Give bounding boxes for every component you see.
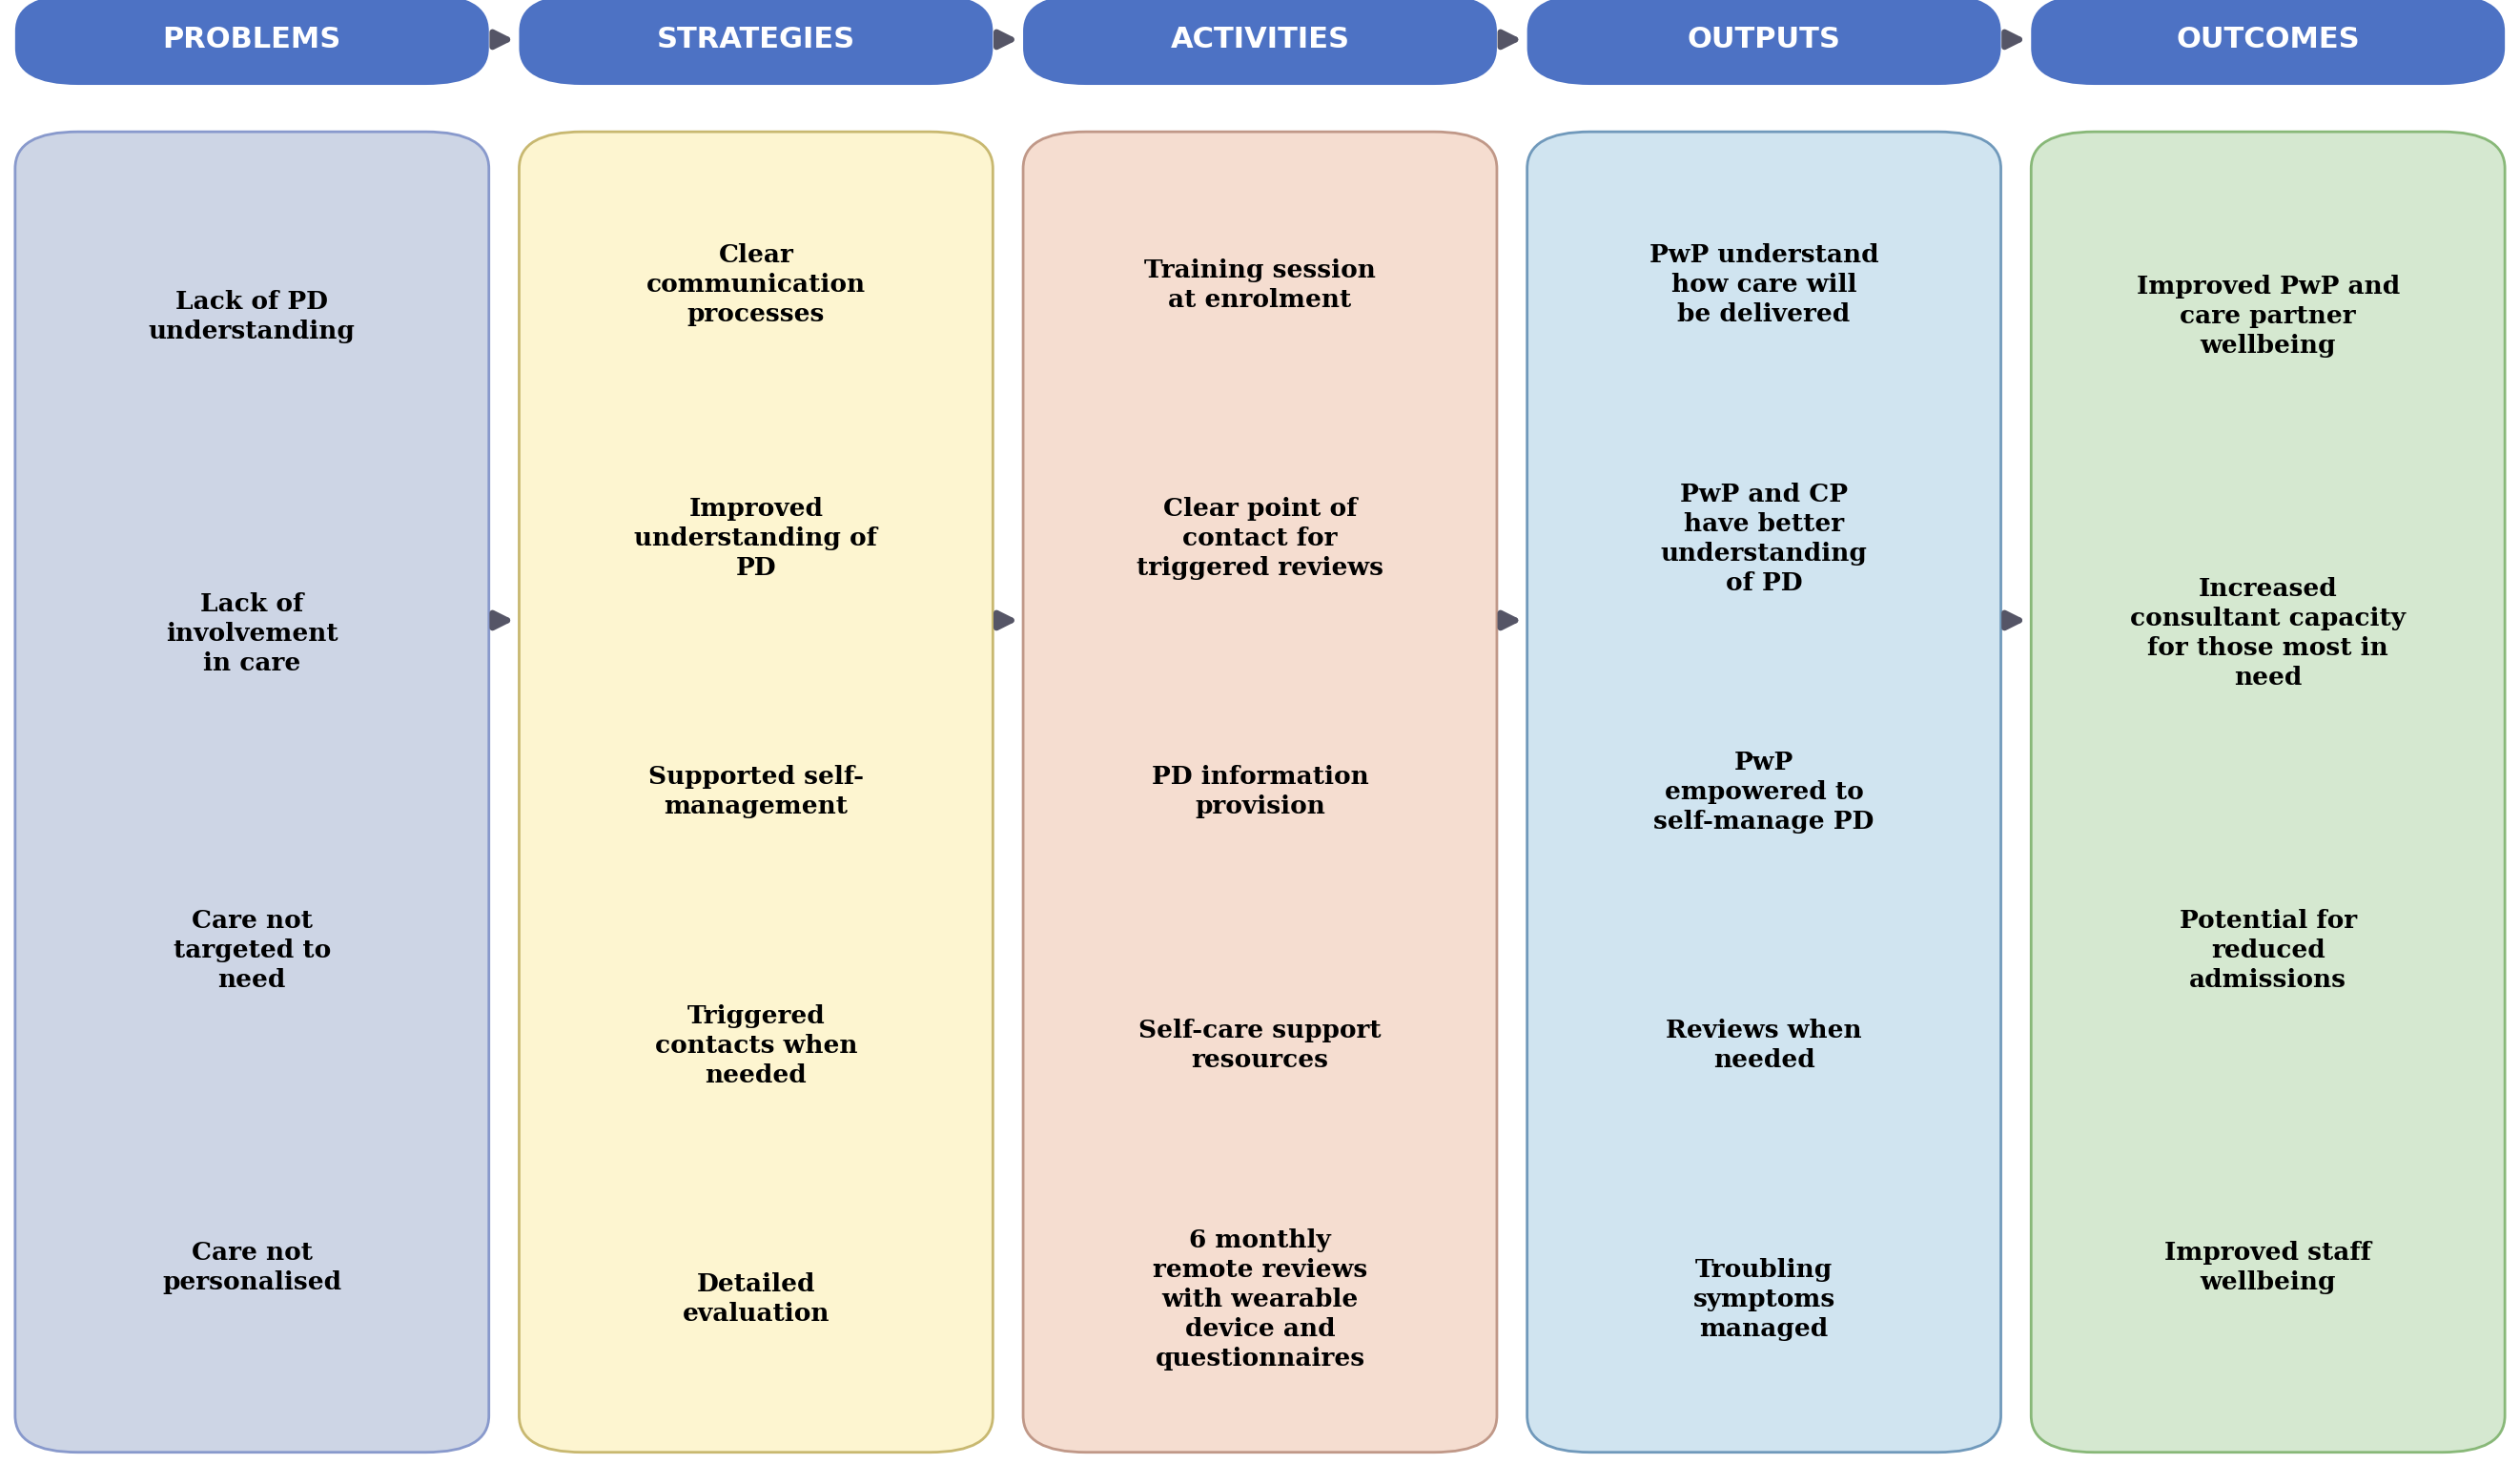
Text: Lack of
involvement
in care: Lack of involvement in care	[166, 591, 338, 675]
FancyBboxPatch shape	[2031, 0, 2505, 85]
Text: OUTPUTS: OUTPUTS	[1688, 26, 1840, 53]
Text: 6 monthly
remote reviews
with wearable
device and
questionnaires: 6 monthly remote reviews with wearable d…	[1152, 1228, 1368, 1370]
Text: Training session
at enrolment: Training session at enrolment	[1144, 258, 1376, 312]
FancyBboxPatch shape	[15, 0, 489, 85]
Text: PROBLEMS: PROBLEMS	[164, 26, 340, 53]
Text: Care not
personalised: Care not personalised	[161, 1241, 343, 1294]
Text: OUTCOMES: OUTCOMES	[2177, 26, 2359, 53]
Text: Improved PwP and
care partner
wellbeing: Improved PwP and care partner wellbeing	[2137, 275, 2399, 359]
Text: Improved staff
wellbeing: Improved staff wellbeing	[2165, 1241, 2371, 1294]
Text: Lack of PD
understanding: Lack of PD understanding	[149, 290, 355, 343]
Text: Supported self-
management: Supported self- management	[648, 766, 864, 818]
Text: Increased
consultant capacity
for those most in
need: Increased consultant capacity for those …	[2129, 577, 2407, 690]
FancyBboxPatch shape	[15, 132, 489, 1452]
FancyBboxPatch shape	[2031, 132, 2505, 1452]
FancyBboxPatch shape	[1023, 0, 1497, 85]
Text: Self-care support
resources: Self-care support resources	[1139, 1019, 1381, 1072]
FancyBboxPatch shape	[1023, 132, 1497, 1452]
Text: Reviews when
needed: Reviews when needed	[1666, 1019, 1862, 1072]
FancyBboxPatch shape	[519, 0, 993, 85]
Text: PwP
empowered to
self-manage PD: PwP empowered to self-manage PD	[1653, 751, 1875, 833]
Text: PwP understand
how care will
be delivered: PwP understand how care will be delivere…	[1648, 243, 1880, 326]
Text: Improved
understanding of
PD: Improved understanding of PD	[635, 496, 877, 580]
Text: Potential for
reduced
admissions: Potential for reduced admissions	[2180, 909, 2356, 993]
FancyBboxPatch shape	[1527, 132, 2001, 1452]
Text: ACTIVITIES: ACTIVITIES	[1169, 26, 1351, 53]
Text: Detailed
evaluation: Detailed evaluation	[683, 1272, 829, 1326]
FancyBboxPatch shape	[1527, 0, 2001, 85]
Text: Clear
communication
processes: Clear communication processes	[645, 243, 867, 326]
Text: Troubling
symptoms
managed: Troubling symptoms managed	[1693, 1258, 1835, 1341]
Text: PD information
provision: PD information provision	[1152, 766, 1368, 818]
FancyBboxPatch shape	[519, 132, 993, 1452]
Text: PwP and CP
have better
understanding
of PD: PwP and CP have better understanding of …	[1661, 482, 1867, 594]
Text: Triggered
contacts when
needed: Triggered contacts when needed	[655, 1004, 857, 1088]
Text: Care not
targeted to
need: Care not targeted to need	[174, 909, 330, 993]
Text: Clear point of
contact for
triggered reviews: Clear point of contact for triggered rev…	[1137, 496, 1383, 580]
Text: STRATEGIES: STRATEGIES	[658, 26, 854, 53]
